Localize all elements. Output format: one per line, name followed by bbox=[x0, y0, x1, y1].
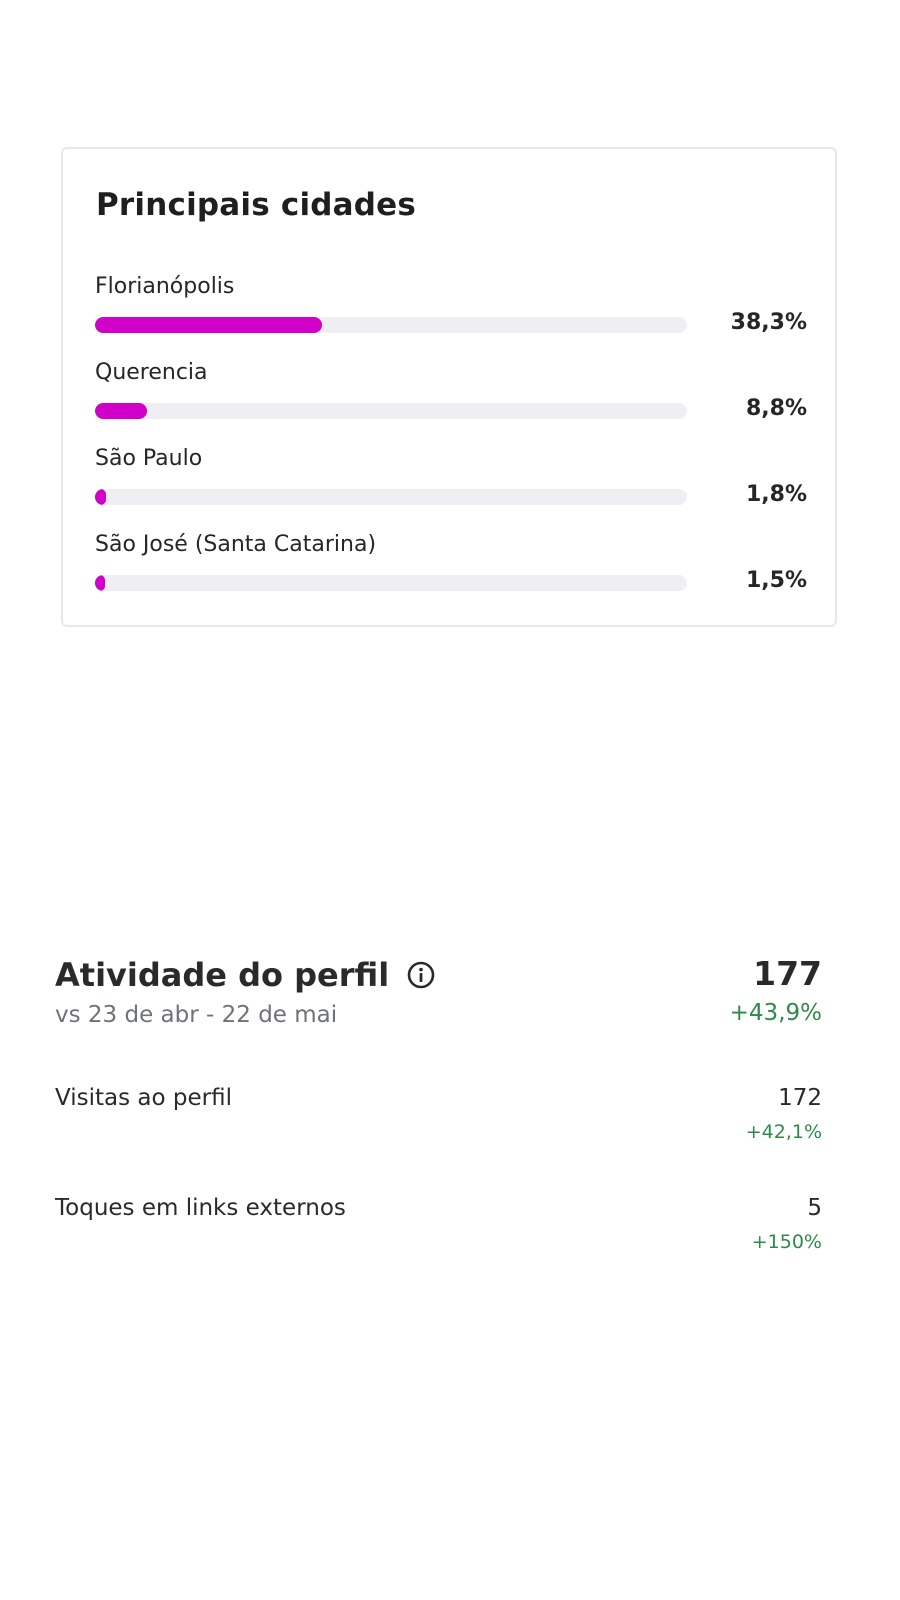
comparison-period: vs 23 de abr - 22 de mai bbox=[55, 1002, 338, 1028]
city-bar-track bbox=[95, 403, 687, 419]
city-percent: 1,5% bbox=[745, 568, 807, 593]
metric-label: Toques em links externos bbox=[55, 1195, 346, 1221]
city-percent: 38,3% bbox=[730, 310, 807, 335]
top-cities-title: Principais cidades bbox=[96, 187, 417, 223]
profile-activity-title: Atividade do perfil bbox=[55, 956, 435, 994]
city-percent: 1,8% bbox=[745, 482, 807, 507]
city-name: Querencia bbox=[95, 360, 208, 385]
city-bar-track bbox=[95, 317, 687, 333]
activity-total-change: +43,9% bbox=[729, 1000, 822, 1026]
city-bar-fill bbox=[95, 403, 148, 419]
city-row: São José (Santa Catarina) 1,5% bbox=[95, 532, 807, 602]
city-bar-fill bbox=[95, 317, 322, 333]
metric-profile-visits[interactable]: Visitas ao perfil 172 +42,1% bbox=[55, 1085, 822, 1155]
profile-activity-header: Atividade do perfil vs 23 de abr - 22 de… bbox=[55, 950, 822, 1040]
top-cities-card: Principais cidades Florianópolis 38,3% Q… bbox=[61, 147, 837, 627]
metric-external-link-taps[interactable]: Toques em links externos 5 +150% bbox=[55, 1195, 822, 1265]
city-bar-track bbox=[95, 575, 687, 591]
city-bar-track bbox=[95, 489, 687, 505]
city-name: São José (Santa Catarina) bbox=[95, 532, 377, 557]
city-row: São Paulo 1,8% bbox=[95, 446, 807, 516]
city-row: Querencia 8,8% bbox=[95, 360, 807, 430]
metric-label: Visitas ao perfil bbox=[55, 1085, 232, 1111]
metric-value: 172 bbox=[778, 1085, 822, 1111]
activity-total: 177 bbox=[753, 954, 822, 993]
profile-activity-title-text: Atividade do perfil bbox=[55, 956, 390, 994]
city-percent: 8,8% bbox=[745, 396, 807, 421]
profile-activity-section: Atividade do perfil vs 23 de abr - 22 de… bbox=[55, 950, 822, 1253]
city-row: Florianópolis 38,3% bbox=[95, 274, 807, 344]
city-name: São Paulo bbox=[95, 446, 203, 471]
metric-change: +42,1% bbox=[745, 1121, 822, 1143]
info-icon[interactable] bbox=[407, 961, 435, 989]
city-name: Florianópolis bbox=[95, 274, 235, 299]
city-bar-fill bbox=[95, 489, 106, 505]
city-bar-fill bbox=[95, 575, 105, 591]
metric-value: 5 bbox=[807, 1195, 822, 1221]
metric-change: +150% bbox=[751, 1231, 822, 1253]
